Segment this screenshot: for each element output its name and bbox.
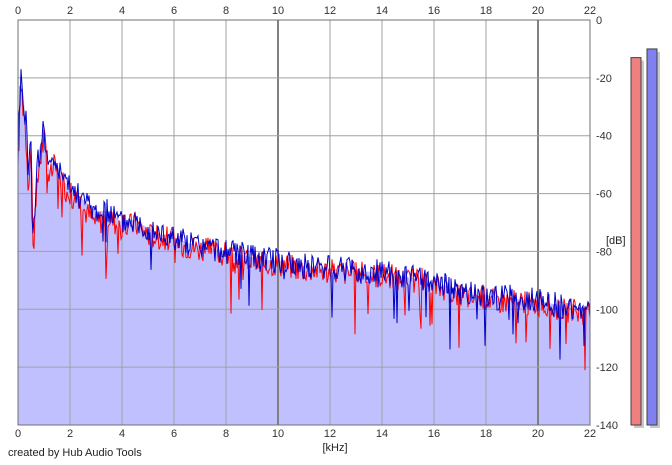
x-tick-label-top-22: 22 [584, 5, 596, 17]
y-tick-label--20: -20 [596, 73, 612, 85]
x-tick-label-top-0: 0 [15, 5, 21, 17]
plot-border [17, 19, 591, 426]
x-tick-label-top-10: 10 [272, 5, 284, 17]
x-tick-label-top-14: 14 [376, 5, 388, 17]
y-tick-label--40: -40 [596, 131, 612, 143]
x-tick-label-top-20: 20 [532, 5, 544, 17]
x-tick-label-top-6: 6 [171, 5, 177, 17]
credit-text: created by Hub Audio Tools [8, 447, 142, 459]
x-tick-label-bottom-18: 18 [480, 428, 492, 440]
x-tick-label-top-12: 12 [324, 5, 336, 17]
level-meter-1 [630, 57, 642, 426]
x-tick-label-top-16: 16 [428, 5, 440, 17]
x-tick-label-bottom-20: 20 [532, 428, 544, 440]
x-axis-label: [kHz] [322, 442, 347, 454]
y-axis-label: [dB] [606, 235, 626, 247]
y-tick-label--140: -140 [596, 420, 618, 432]
y-tick-label-0: 0 [596, 15, 602, 27]
x-tick-label-bottom-8: 8 [223, 428, 229, 440]
y-tick-label--80: -80 [596, 246, 612, 258]
x-tick-label-top-18: 18 [480, 5, 492, 17]
x-tick-label-bottom-22: 22 [584, 428, 596, 440]
x-tick-label-top-8: 8 [223, 5, 229, 17]
x-tick-label-top-2: 2 [67, 5, 73, 17]
x-tick-label-bottom-12: 12 [324, 428, 336, 440]
y-tick-label--100: -100 [596, 304, 618, 316]
spectrum-fill [18, 77, 590, 425]
level-meter-2 [646, 48, 658, 426]
x-tick-label-bottom-6: 6 [171, 428, 177, 440]
y-tick-label--120: -120 [596, 362, 618, 374]
x-tick-label-bottom-10: 10 [272, 428, 284, 440]
x-tick-label-top-4: 4 [119, 5, 125, 17]
y-tick-label--60: -60 [596, 189, 612, 201]
x-tick-label-bottom-0: 0 [15, 428, 21, 440]
x-tick-label-bottom-4: 4 [119, 428, 125, 440]
x-tick-label-bottom-2: 2 [67, 428, 73, 440]
series-line-blue [17, 69, 591, 360]
x-tick-label-bottom-16: 16 [428, 428, 440, 440]
x-tick-label-bottom-14: 14 [376, 428, 388, 440]
